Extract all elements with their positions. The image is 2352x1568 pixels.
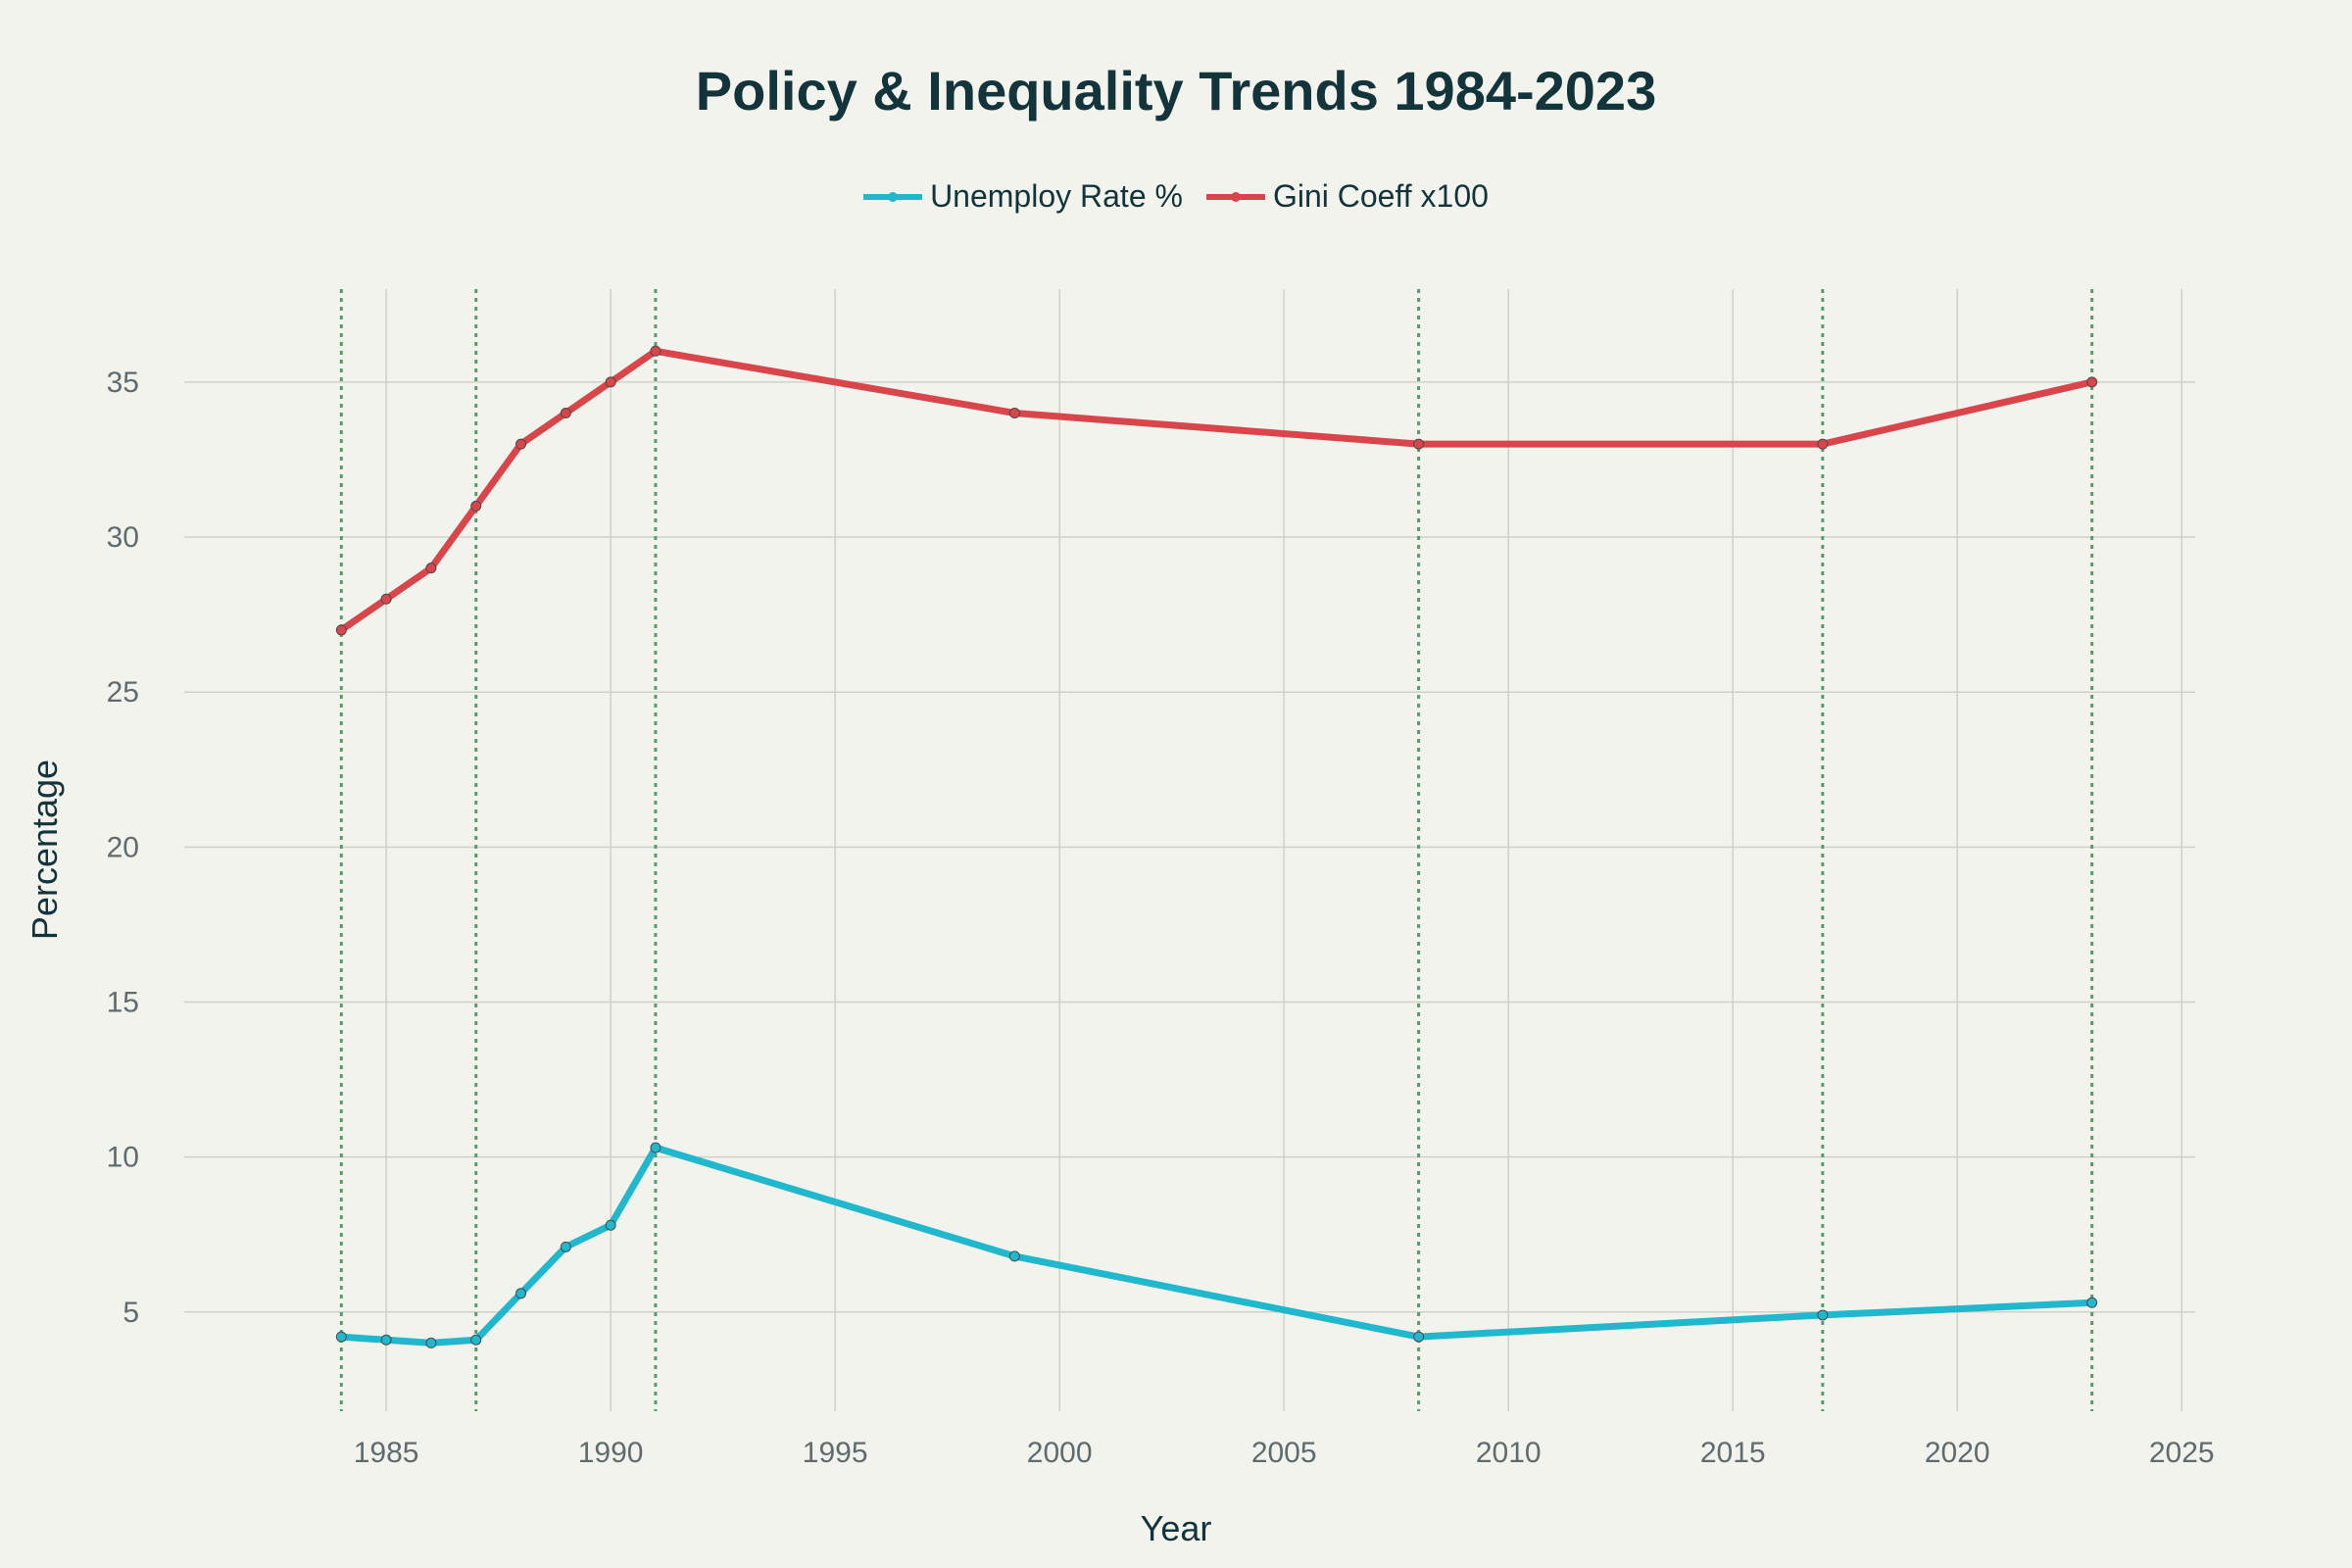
- data-point-unemployment-2008: [1413, 1331, 1425, 1343]
- x-tick-label-2000: 2000: [1027, 1437, 1093, 1469]
- y-tick-label-35: 35: [107, 367, 139, 399]
- data-point-unemployment-1985: [380, 1334, 392, 1346]
- legend-swatch-unemployment: [863, 191, 923, 202]
- tick-labels-layer: 1985 1990 1995 2000 2005 2010 2015 2020 20255101…: [107, 367, 2215, 1469]
- data-point-gini-1999: [1008, 408, 1020, 419]
- legend-label-unemployment: Unemploy Rate %: [930, 178, 1183, 214]
- data-point-unemployment-1988: [515, 1288, 527, 1299]
- x-tick-label-1995: 1995: [803, 1437, 868, 1469]
- data-point-unemployment-2023: [2086, 1297, 2098, 1308]
- data-point-unemployment-2017: [1817, 1309, 1829, 1321]
- data-point-gini-1988: [515, 438, 527, 450]
- y-axis-title: Percentage: [24, 760, 65, 940]
- data-point-gini-1991: [650, 345, 662, 357]
- data-point-gini-1989: [560, 408, 571, 419]
- reference-lines-layer: [339, 289, 2094, 1411]
- series-line-gini: [337, 347, 2096, 634]
- legend-swatch-gini: [1205, 191, 1265, 202]
- data-point-gini-1986: [425, 563, 437, 574]
- data-point-gini-2017: [1817, 438, 1829, 450]
- data-point-unemployment-1999: [1008, 1250, 1020, 1262]
- legend: Unemploy Rate % Gini Coeff x100: [0, 178, 2352, 215]
- data-point-unemployment-1987: [470, 1334, 482, 1346]
- x-tick-label-2025: 2025: [2149, 1437, 2215, 1469]
- x-tick-label-2020: 2020: [1925, 1437, 1990, 1469]
- x-tick-label-2005: 2005: [1251, 1437, 1317, 1469]
- data-point-gini-1985: [380, 593, 392, 605]
- series-layer: [335, 345, 2098, 1348]
- data-point-unemployment-1984: [335, 1331, 347, 1343]
- y-tick-label-30: 30: [107, 521, 139, 554]
- x-axis-title: Year: [1141, 1508, 1212, 1548]
- x-tick-label-2010: 2010: [1476, 1437, 1542, 1469]
- y-tick-label-20: 20: [107, 831, 139, 863]
- data-point-unemployment-1989: [560, 1241, 571, 1252]
- data-point-gini-1984: [335, 624, 347, 636]
- y-tick-label-15: 15: [107, 986, 139, 1018]
- y-tick-label-10: 10: [107, 1142, 139, 1174]
- grid-layer: [184, 289, 2195, 1411]
- y-tick-label-5: 5: [122, 1297, 139, 1329]
- data-point-unemployment-1991: [650, 1142, 662, 1153]
- data-point-gini-1990: [605, 376, 616, 388]
- series-line-unemployment: [337, 1144, 2096, 1347]
- data-point-gini-2023: [2086, 376, 2098, 388]
- chart-title: Policy & Inequality Trends 1984-2023: [695, 60, 1657, 122]
- x-tick-label-1990: 1990: [578, 1437, 644, 1469]
- x-tick-label-1985: 1985: [354, 1437, 419, 1469]
- x-tick-label-2015: 2015: [1700, 1437, 1766, 1469]
- data-point-gini-2008: [1413, 438, 1425, 450]
- legend-label-gini: Gini Coeff x100: [1272, 178, 1489, 214]
- legend-item-unemployment[interactable]: Unemploy Rate %: [863, 178, 1183, 215]
- data-point-gini-1987: [470, 500, 482, 512]
- y-tick-label-25: 25: [107, 676, 139, 709]
- legend-item-gini[interactable]: Gini Coeff x100: [1205, 178, 1489, 215]
- data-point-unemployment-1986: [425, 1337, 437, 1348]
- data-point-unemployment-1990: [605, 1219, 616, 1231]
